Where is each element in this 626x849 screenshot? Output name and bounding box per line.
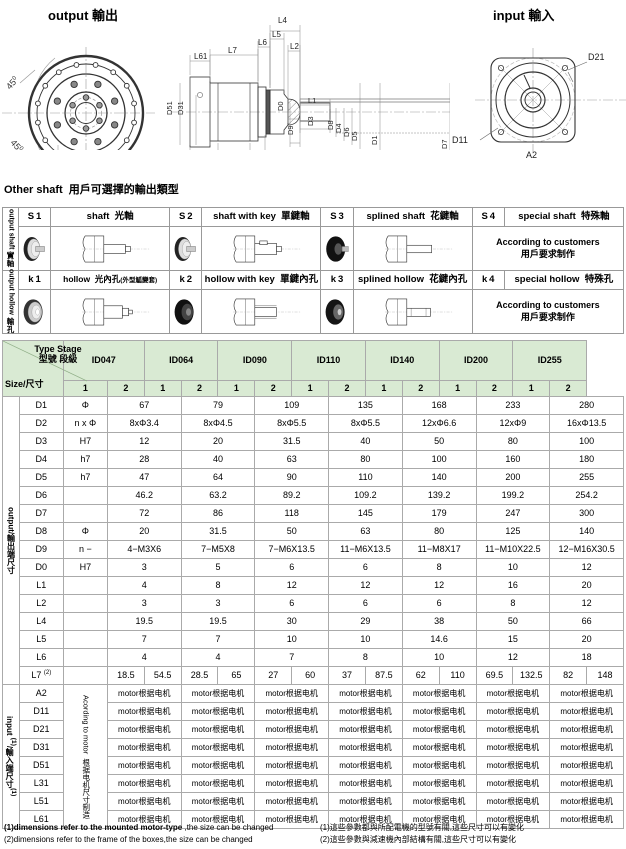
svg-text:L6: L6 xyxy=(258,38,267,47)
svg-text:L7: L7 xyxy=(228,46,237,55)
svg-text:D31: D31 xyxy=(176,101,185,115)
svg-text:D0: D0 xyxy=(276,101,285,111)
svg-text:L2: L2 xyxy=(290,42,299,51)
svg-text:A2: A2 xyxy=(526,150,537,160)
svg-text:D21: D21 xyxy=(588,52,605,62)
svg-text:L51: L51 xyxy=(196,148,209,150)
svg-text:L1: L1 xyxy=(308,96,316,105)
svg-text:D3: D3 xyxy=(306,116,315,126)
svg-text:L4: L4 xyxy=(278,16,287,25)
svg-text:L5: L5 xyxy=(272,30,281,39)
svg-text:450: 450 xyxy=(9,138,26,150)
svg-text:L61: L61 xyxy=(194,52,208,61)
svg-text:D51: D51 xyxy=(165,101,174,115)
svg-text:D9: D9 xyxy=(286,125,295,135)
svg-text:450: 450 xyxy=(4,74,21,91)
svg-text:D11: D11 xyxy=(452,135,468,145)
svg-text:D1: D1 xyxy=(370,135,379,145)
svg-text:D5: D5 xyxy=(350,131,359,141)
